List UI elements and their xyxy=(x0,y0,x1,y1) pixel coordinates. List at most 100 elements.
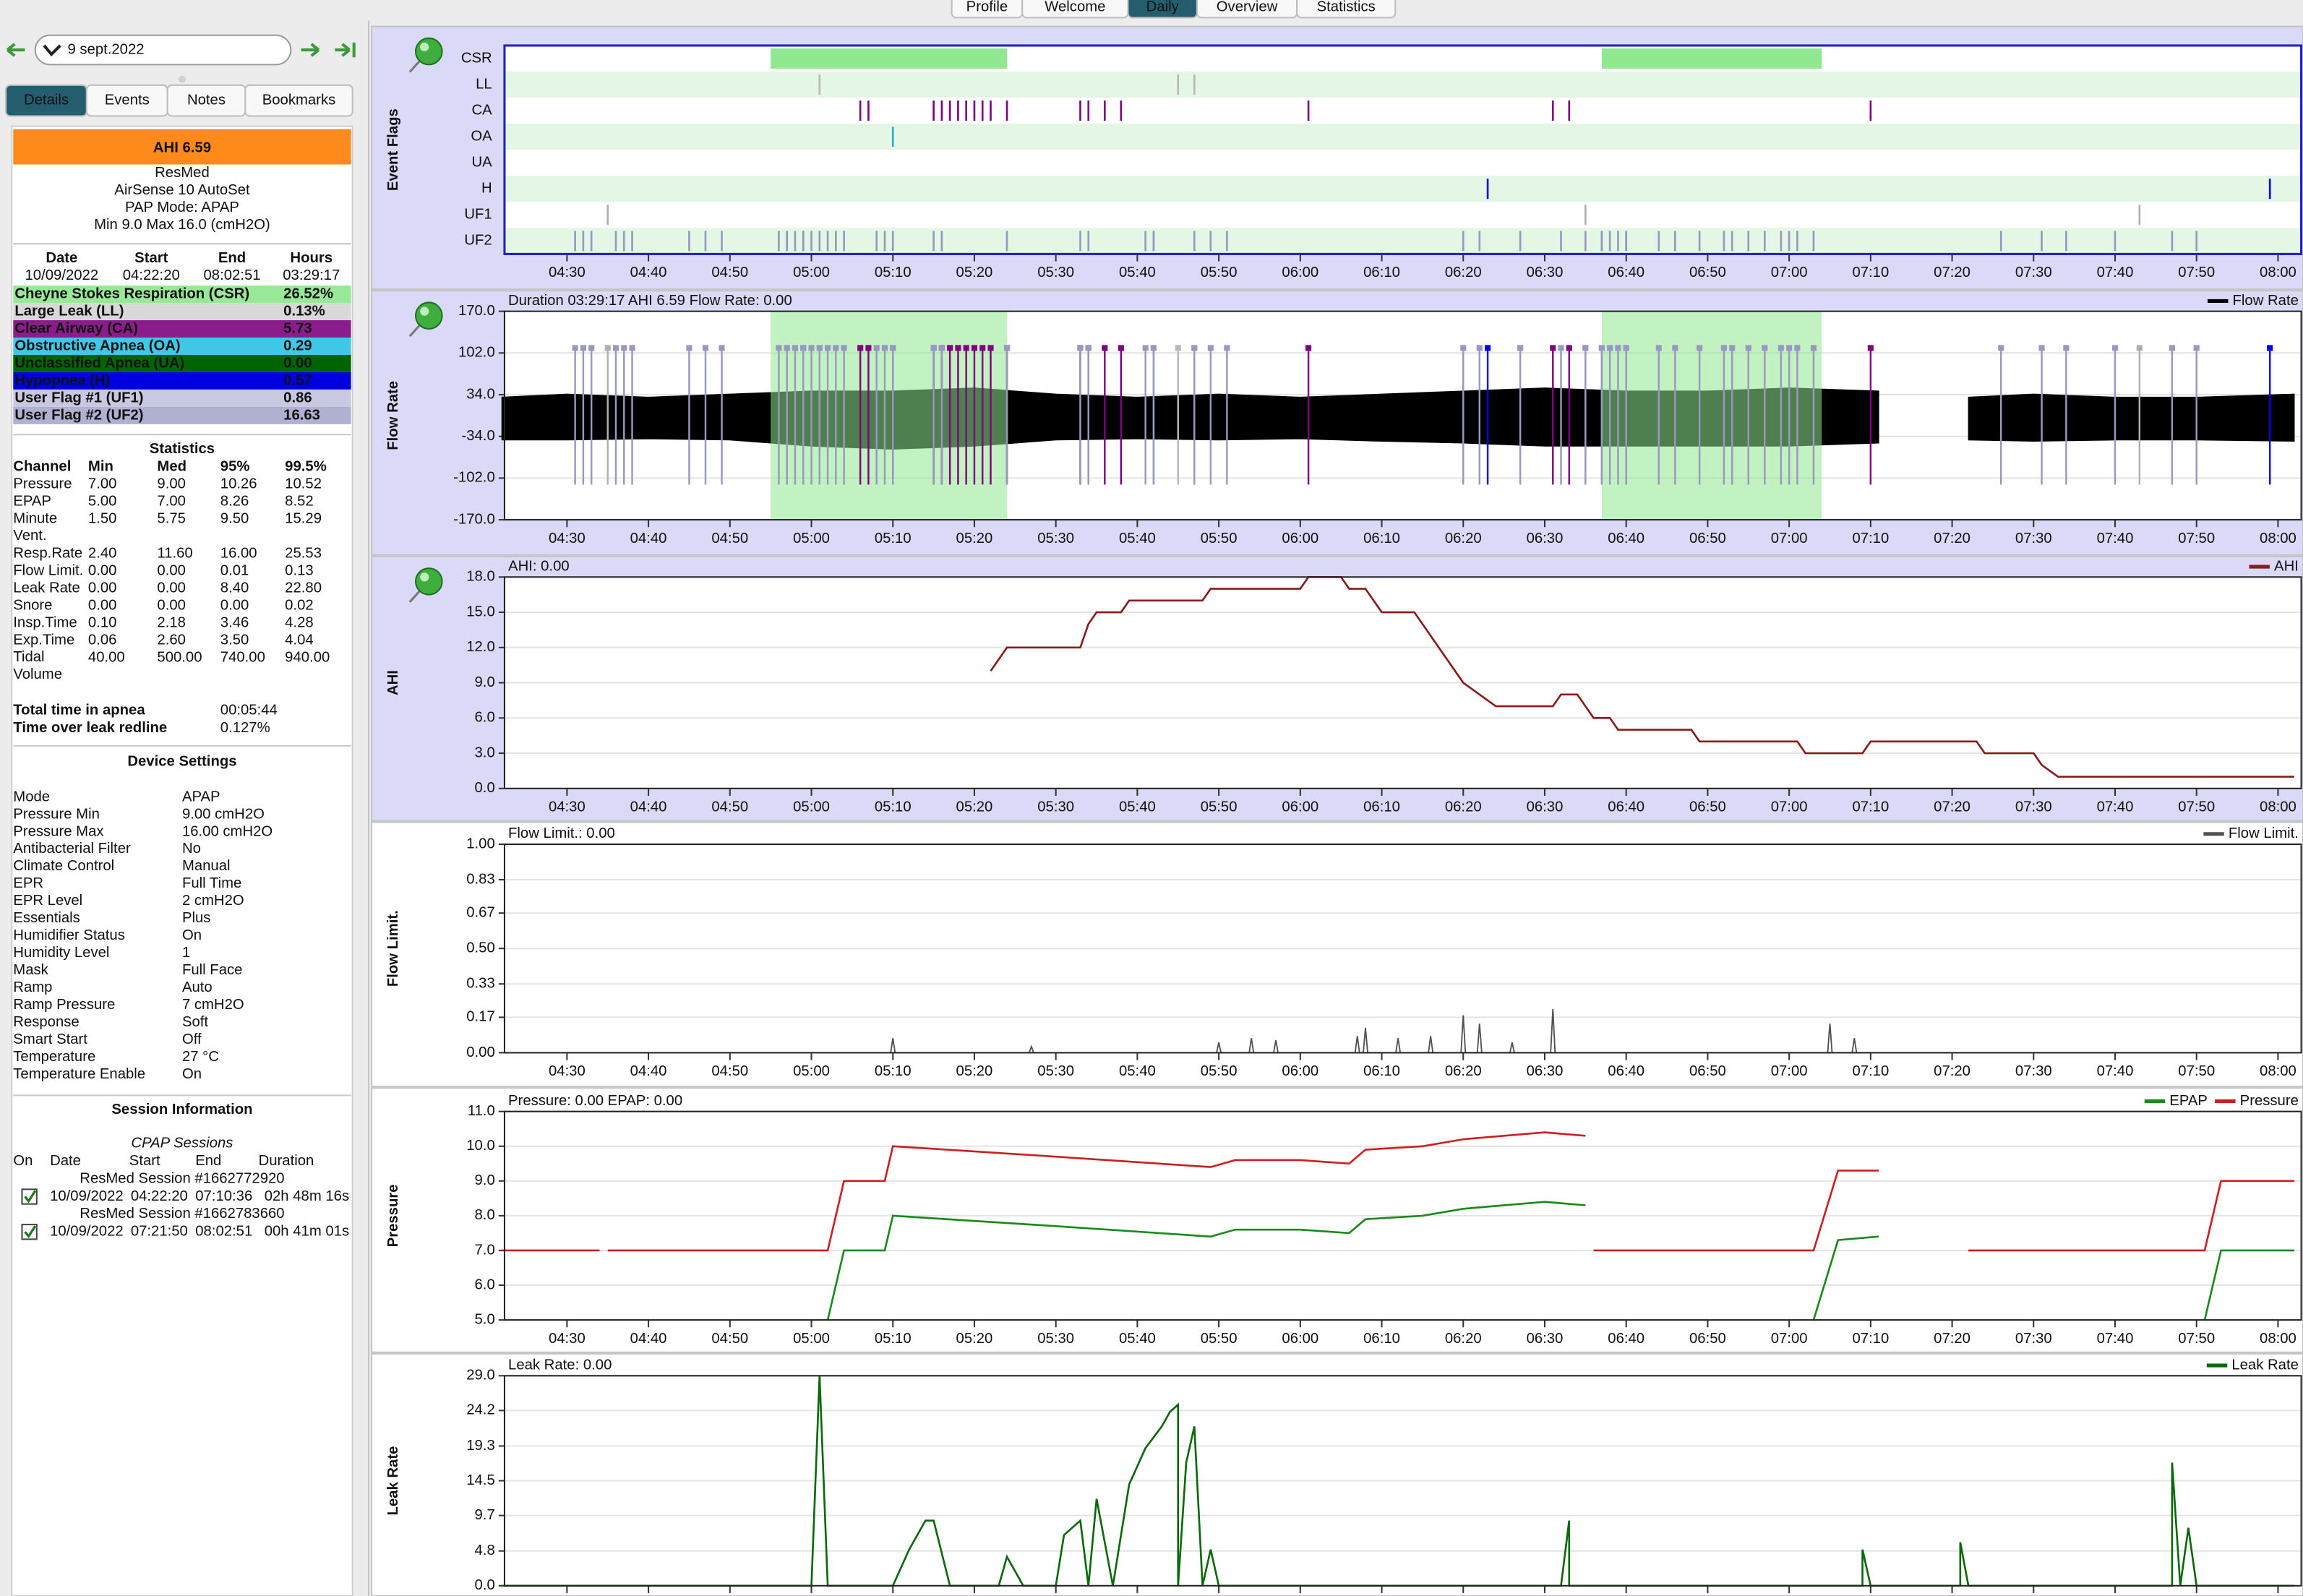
event-marker xyxy=(1867,345,1874,351)
day-value: 08:02:51 xyxy=(204,267,261,283)
prev-day-button[interactable] xyxy=(6,43,25,57)
y-tick-label: 3.0 xyxy=(475,745,495,760)
event-value: 0.57 xyxy=(283,372,312,388)
stat-value: 0.00 xyxy=(157,597,186,613)
event-row xyxy=(13,372,351,390)
stat-label: Minute Vent. xyxy=(13,511,61,544)
x-tick-label: 07:40 xyxy=(2097,799,2134,815)
section-title: Statistics xyxy=(150,441,215,457)
x-tick-label: 05:40 xyxy=(1119,799,1156,815)
pin-icon[interactable] xyxy=(415,301,443,330)
session-check xyxy=(24,1190,37,1204)
event-marker xyxy=(865,345,872,351)
event-marker xyxy=(792,345,799,351)
x-tick-label: 06:30 xyxy=(1527,1331,1564,1347)
y-tick-label: 19.3 xyxy=(466,1438,495,1454)
event-marker xyxy=(1077,345,1084,351)
section-title: Session Information xyxy=(111,1102,252,1117)
y-tick-label: 9.0 xyxy=(475,1172,495,1188)
setting-label: Ramp Pressure xyxy=(13,997,115,1013)
x-tick-label: 05:50 xyxy=(1201,531,1238,546)
y-tick-label: 12.0 xyxy=(466,639,495,655)
stat-value: 7.00 xyxy=(157,494,186,510)
event-row xyxy=(13,337,351,355)
spike xyxy=(1028,1044,1034,1053)
flag-row-band xyxy=(504,228,2302,254)
session-value: 08:02:51 xyxy=(195,1224,252,1240)
y-tick-label: 10.0 xyxy=(466,1138,495,1154)
pin-icon[interactable] xyxy=(415,567,443,596)
stat-value: 740.00 xyxy=(220,649,265,665)
event-marker xyxy=(1810,345,1817,351)
x-tick-label: 06:30 xyxy=(1527,265,1564,280)
top-tab-label: Daily xyxy=(1146,0,1180,15)
x-tick-label: 05:00 xyxy=(793,265,830,280)
flag-label: UF1 xyxy=(464,207,492,223)
spike xyxy=(1248,1038,1255,1053)
y-tick-label: 34.0 xyxy=(466,386,495,402)
event-marker xyxy=(1517,345,1524,351)
x-tick-label: 06:50 xyxy=(1689,1063,1726,1079)
y-tick-label: 6.0 xyxy=(475,1277,495,1292)
flag-span xyxy=(1601,48,1822,69)
setting-value: Full Time xyxy=(182,875,241,891)
stat-value: 3.46 xyxy=(220,614,249,630)
x-tick-label: 06:00 xyxy=(1282,1331,1318,1347)
date-picker[interactable] xyxy=(34,34,292,66)
stat-value: 10.52 xyxy=(285,476,322,492)
x-tick-label: 05:10 xyxy=(875,799,912,815)
stat-value: 0.00 xyxy=(88,563,117,579)
x-tick-label: 07:30 xyxy=(2015,799,2052,815)
sidebar-tab[interactable] xyxy=(244,84,353,117)
x-tick-label: 06:20 xyxy=(1445,1063,1482,1079)
setting-value: On xyxy=(182,1066,202,1082)
setting-label: Pressure Min xyxy=(13,806,100,822)
x-tick-label: 07:10 xyxy=(1852,265,1889,280)
x-tick-label: 07:20 xyxy=(1934,799,1970,815)
x-tick-label: 06:40 xyxy=(1608,531,1644,546)
x-tick-label: 04:30 xyxy=(549,1063,586,1079)
event-marker xyxy=(1102,345,1108,351)
event-row xyxy=(13,303,351,321)
x-tick-label: 06:40 xyxy=(1608,265,1644,280)
stat-label: Insp.Time xyxy=(13,614,77,630)
x-tick-label: 07:10 xyxy=(1852,799,1889,815)
legend-label: EPAP xyxy=(2169,1093,2208,1109)
stat-header: 99.5% xyxy=(285,458,327,474)
event-marker xyxy=(612,345,619,351)
event-marker xyxy=(955,345,961,351)
event-marker xyxy=(588,345,595,351)
x-tick-label: 08:00 xyxy=(2260,799,2296,815)
setting-value: 9.00 cmH2O xyxy=(182,806,265,822)
pin-icon[interactable] xyxy=(415,37,443,66)
x-tick-label: 06:20 xyxy=(1445,265,1482,280)
stat-value: 2.18 xyxy=(157,614,186,630)
stat-value: 7.00 xyxy=(88,476,117,492)
plot-frame xyxy=(503,1375,2302,1587)
last-day-button[interactable] xyxy=(335,42,356,58)
event-marker xyxy=(873,345,880,351)
setting-label: Humidifier Status xyxy=(13,927,125,943)
event-marker xyxy=(1623,345,1629,351)
top-tab[interactable] xyxy=(1296,0,1397,19)
event-marker xyxy=(1762,345,1768,351)
x-tick-label: 04:40 xyxy=(630,265,667,280)
x-tick-label: 08:00 xyxy=(2260,531,2296,546)
event-marker xyxy=(2136,345,2143,351)
event-marker xyxy=(1582,345,1589,351)
x-tick-label: 07:40 xyxy=(2097,531,2134,546)
y-tick-label: 0.83 xyxy=(466,871,495,887)
y-tick-label: 0.0 xyxy=(475,1577,495,1593)
session-value: 10/09/2022 xyxy=(50,1224,124,1240)
y-tick-label: 11.0 xyxy=(468,1103,495,1119)
stat-value: 16.00 xyxy=(220,546,257,562)
day-value: 04:22:20 xyxy=(123,267,180,283)
event-marker xyxy=(930,345,937,351)
legend-label: Pressure xyxy=(2240,1093,2299,1109)
spike xyxy=(1827,1023,1833,1053)
x-tick-label: 06:50 xyxy=(1689,799,1726,815)
next-day-button[interactable] xyxy=(301,43,320,57)
flag-row-band xyxy=(504,124,2302,150)
stat-label: Tidal Volume xyxy=(13,649,62,682)
day-header: Start xyxy=(134,250,168,266)
